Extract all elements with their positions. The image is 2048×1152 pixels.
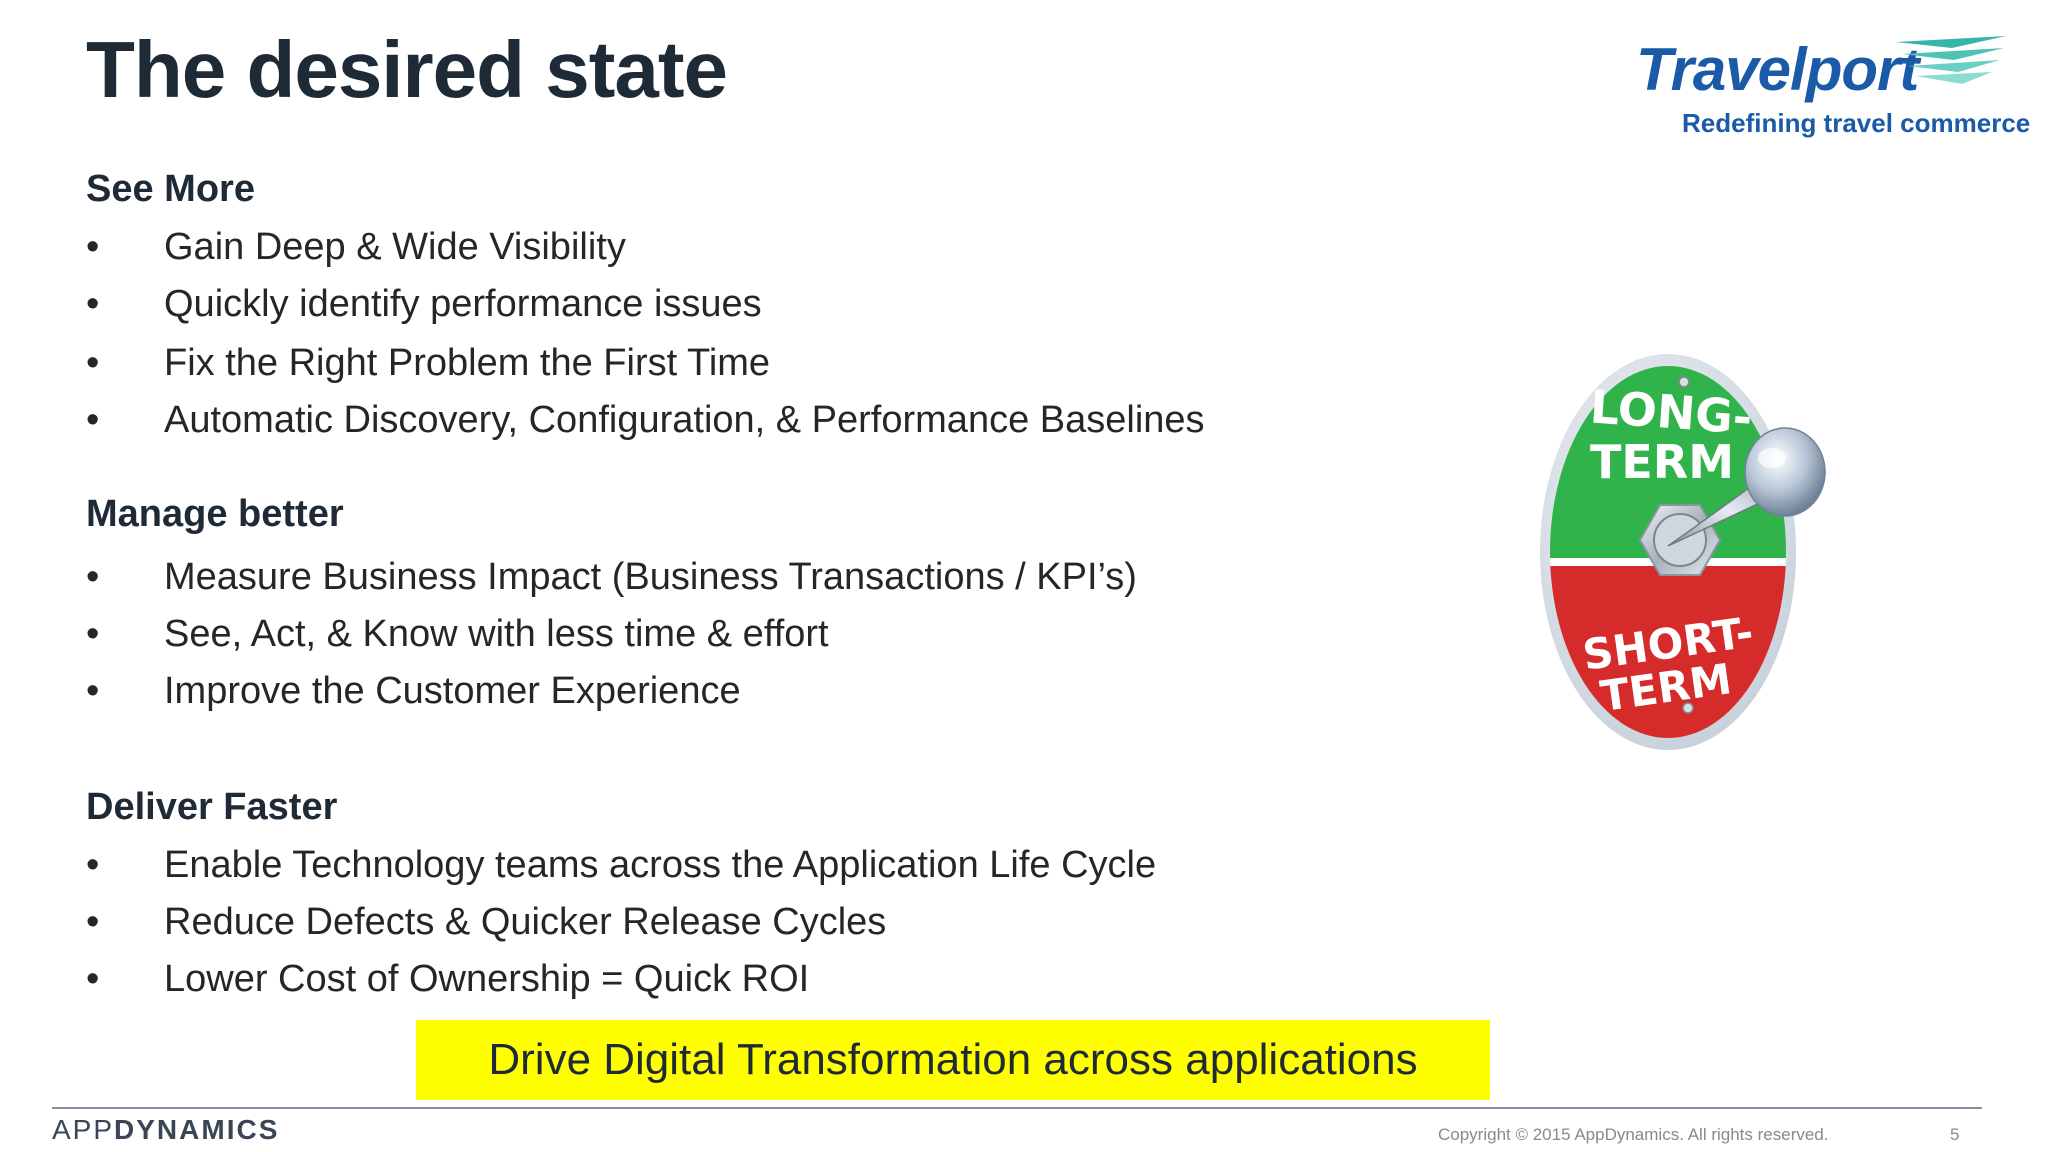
list-item-text: Automatic Discovery, Configuration, & Pe… — [164, 399, 1205, 441]
bullet-dot: • — [86, 844, 100, 886]
travelport-logo: Travelport Redefining travel commerce — [1630, 30, 2030, 150]
footer-divider — [52, 1107, 1982, 1109]
bullet-dot: • — [86, 342, 100, 384]
page-number: 5 — [1950, 1125, 1960, 1144]
bullet-dot: • — [86, 556, 100, 598]
bullet-dot: • — [86, 226, 100, 268]
section-heading-manage-better: Manage better — [86, 493, 344, 535]
switch-label-long: LONG- — [1588, 379, 1753, 444]
list-item-text: Lower Cost of Ownership = Quick ROI — [164, 958, 810, 1000]
slide-title: The desired state — [86, 25, 728, 114]
list-item-text: Quickly identify performance issues — [164, 283, 762, 325]
bullet-dot: • — [86, 283, 100, 325]
switch-label-term-top: TERM — [1590, 435, 1734, 489]
logo-wings-icon — [1896, 36, 2006, 84]
list-item-text: See, Act, & Know with less time & effort — [164, 613, 829, 655]
list-item-text: Fix the Right Problem the First Time — [164, 342, 771, 384]
highlight-banner: Drive Digital Transformation across appl… — [416, 1020, 1490, 1100]
list-item-text: Measure Business Impact (Business Transa… — [164, 556, 1137, 598]
long-short-term-switch-icon: LONG- TERM SHORT- TERM — [1540, 354, 1826, 750]
list-item-text: Improve the Customer Experience — [164, 670, 741, 712]
logo-tagline: Redefining travel commerce — [1682, 108, 2031, 138]
section-heading-deliver-faster: Deliver Faster — [86, 786, 338, 828]
bullet-dot: • — [86, 670, 100, 712]
brand-dynamics-text: DYNAMICS — [114, 1114, 280, 1145]
bullet-dot: • — [86, 901, 100, 943]
section-heading-see-more: See More — [86, 168, 255, 210]
logo-wordmark: Travelport — [1636, 36, 1919, 103]
bullet-dot: • — [86, 958, 100, 1000]
appdynamics-logo: APPDYNAMICS — [52, 1116, 279, 1144]
bullet-dot: • — [86, 613, 100, 655]
list-item-text: Enable Technology teams across the Appli… — [164, 844, 1157, 886]
list-item-text: Gain Deep & Wide Visibility — [164, 226, 626, 268]
list-item-text: Reduce Defects & Quicker Release Cycles — [164, 901, 887, 943]
copyright-text: Copyright © 2015 AppDynamics. All rights… — [1438, 1125, 1829, 1144]
brand-app-text: APP — [52, 1114, 115, 1145]
bullet-dot: • — [86, 399, 100, 441]
